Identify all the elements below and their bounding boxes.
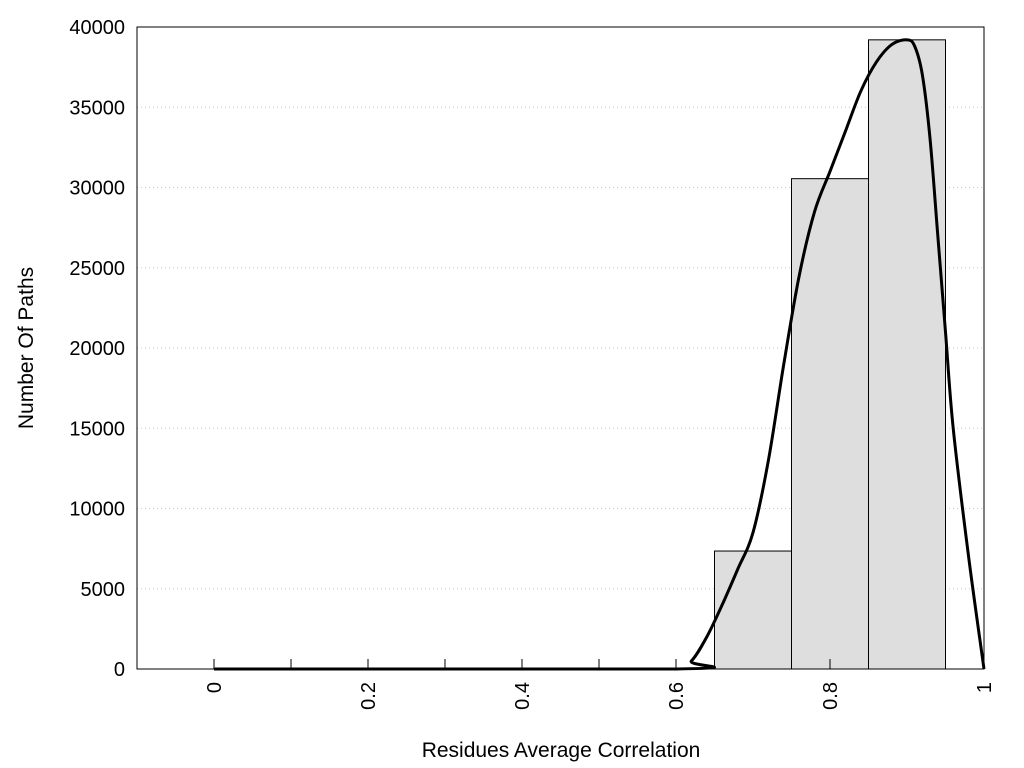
x-tick-label: 0.6 xyxy=(666,682,688,710)
x-axis-ticks: 0 0.2 0.4 0.6 0.8 1 xyxy=(204,659,996,710)
y-axis-ticks: 0 5000 10000 15000 20000 25000 30000 35000 40000 xyxy=(69,17,125,681)
density-curve-layer xyxy=(214,38,986,671)
y-tick-label: 30000 xyxy=(69,178,125,200)
x-tick-label: 1 xyxy=(974,682,996,693)
x-tick-label: 0 xyxy=(204,682,226,693)
density-curve xyxy=(214,38,986,671)
x-tick-label: 0.8 xyxy=(820,682,842,710)
y-tick-label: 40000 xyxy=(69,17,125,39)
y-axis-title: Number Of Paths xyxy=(15,267,38,429)
histogram-bars xyxy=(214,39,946,670)
y-tick-label: 10000 xyxy=(69,499,125,521)
y-tick-label: 15000 xyxy=(69,418,125,440)
y-tick-label: 25000 xyxy=(69,258,125,280)
x-tick-label: 0.4 xyxy=(512,682,534,710)
x-axis-title: Residues Average Correlation xyxy=(422,739,701,762)
x-tick-label: 0.2 xyxy=(358,682,380,710)
y-tick-label: 0 xyxy=(114,659,125,681)
y-tick-label: 35000 xyxy=(69,97,125,119)
histogram-bar xyxy=(868,39,946,670)
y-tick-label: 20000 xyxy=(69,338,125,360)
histogram-bar xyxy=(791,178,869,670)
y-tick-label: 5000 xyxy=(81,579,126,601)
histogram-bar xyxy=(714,550,792,670)
plot-frame xyxy=(136,26,985,670)
